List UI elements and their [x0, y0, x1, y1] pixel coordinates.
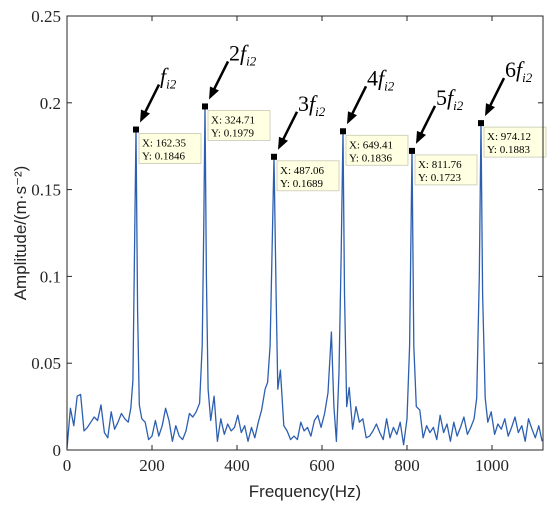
harmonic-annotation: fi2 — [139, 64, 177, 123]
harmonic-coefficient: 5 — [436, 85, 447, 110]
y-axis-label: Amplitude/(m·s⁻²) — [11, 166, 30, 301]
datatip-x-text: X: 811.76 — [418, 159, 462, 171]
datatip-x-text: X: 162.35 — [142, 138, 187, 150]
arrow-shaft — [142, 83, 161, 116]
series-line — [66, 105, 543, 449]
x-tick-label: 0 — [63, 456, 72, 475]
y-tick-label: 0.05 — [31, 354, 61, 373]
datatip-marker — [339, 128, 346, 135]
y-tick-label: 0.1 — [40, 267, 61, 286]
datatip-box — [138, 133, 202, 164]
datatip-marker — [271, 153, 278, 160]
datatip-marker — [478, 120, 485, 127]
series-layer — [66, 105, 543, 449]
y-tick-label: 0 — [53, 441, 62, 460]
datatip-x-text: X: 487.06 — [280, 165, 325, 177]
arrow-shaft — [487, 77, 506, 109]
y-tick-label: 0.15 — [31, 181, 61, 200]
plot-frame — [66, 15, 544, 451]
datatip: X: 974.12Y: 0.1883 — [478, 120, 547, 158]
datatip-y-text: Y: 0.1836 — [349, 152, 392, 164]
harmonic-symbol: f — [447, 85, 456, 110]
harmonic-subscript: i2 — [522, 70, 533, 85]
x-tick-label: 800 — [394, 456, 420, 475]
x-tick-label: 1000 — [475, 456, 509, 475]
harmonic-annotation: 2fi2 — [209, 40, 257, 100]
datatip-y-text: Y: 0.1689 — [280, 178, 323, 190]
arrow-shaft — [418, 105, 437, 137]
harmonic-symbol: f — [516, 57, 525, 82]
datatip-x-text: X: 974.12 — [487, 131, 531, 143]
harmonic-symbol: f — [240, 40, 249, 65]
datatip-box — [345, 134, 409, 166]
arrow-head — [485, 103, 496, 117]
datatip-box — [483, 126, 547, 158]
harmonic-coefficient: 4 — [367, 65, 378, 90]
harmonic-subscript: i2 — [315, 104, 326, 119]
harmonic-label: 4fi2 — [367, 65, 395, 93]
y-tick-label: 0.2 — [40, 94, 61, 113]
harmonic-annotation: 4fi2 — [346, 65, 395, 125]
datatip: X: 811.76Y: 0.1723 — [408, 147, 478, 186]
harmonic-label: 5fi2 — [436, 85, 464, 113]
arrow-shaft — [211, 60, 230, 93]
harmonic-coefficient: 2 — [229, 40, 240, 65]
datatip-x-text: X: 324.71 — [211, 114, 255, 126]
y-tick-label: 0.25 — [31, 7, 61, 26]
arrow-head — [415, 130, 426, 144]
datatip-y-text: Y: 0.1979 — [211, 127, 254, 139]
harmonic-subscript: i2 — [166, 77, 177, 92]
arrow-head — [278, 136, 289, 150]
arrow-head — [139, 109, 150, 123]
datatip: X: 162.35Y: 0.1846 — [132, 126, 202, 164]
harmonic-coefficient: 3 — [298, 91, 309, 116]
arrow-shaft — [280, 111, 299, 143]
harmonic-annotation: 6fi2 — [485, 57, 533, 117]
datatip-y-text: Y: 0.1846 — [142, 151, 185, 163]
harmonic-annotation: 5fi2 — [415, 85, 464, 144]
datatip-box — [276, 160, 340, 192]
harmonic-coefficient: 6 — [505, 57, 516, 82]
x-axis-label: Frequency(Hz) — [249, 482, 361, 501]
harmonic-subscript: i2 — [453, 98, 464, 113]
datatip-marker — [202, 103, 209, 110]
datatip-marker — [132, 126, 139, 133]
harmonic-label: 2fi2 — [229, 40, 257, 68]
datatip-y-text: Y: 0.1723 — [418, 172, 461, 184]
datatip: X: 487.06Y: 0.1689 — [271, 153, 340, 192]
datatip: X: 649.41Y: 0.1836 — [339, 128, 409, 166]
datatip-y-text: Y: 0.1883 — [487, 144, 530, 156]
harmonic-label: 3fi2 — [298, 91, 326, 119]
datatip-x-text: X: 649.41 — [349, 139, 393, 151]
harmonic-annotation: 3fi2 — [278, 91, 326, 150]
datatip: X: 324.71Y: 0.1979 — [202, 103, 271, 141]
arrow-head — [209, 86, 220, 100]
x-tick-label: 200 — [139, 456, 165, 475]
x-tick-label: 600 — [309, 456, 335, 475]
datatip-box — [207, 110, 271, 141]
harmonic-subscript: i2 — [384, 78, 395, 93]
harmonic-subscript: i2 — [246, 53, 257, 68]
harmonic-label: fi2 — [160, 64, 177, 92]
arrow-head — [346, 111, 357, 125]
tick-layer: 0 200 400 600 800 1000 0 0.05 0.1 0.15 0.2 0.25 — [31, 7, 543, 475]
harmonic-label: 6fi2 — [505, 57, 533, 85]
arrow-shaft — [349, 85, 368, 117]
harmonic-symbol: f — [378, 65, 387, 90]
harmonic-symbol: f — [309, 91, 318, 116]
datatip-box — [414, 154, 478, 186]
harmonic-symbol: f — [160, 64, 169, 89]
plot-area — [67, 16, 543, 450]
datatip-marker — [408, 147, 415, 154]
x-tick-label: 400 — [224, 456, 250, 475]
